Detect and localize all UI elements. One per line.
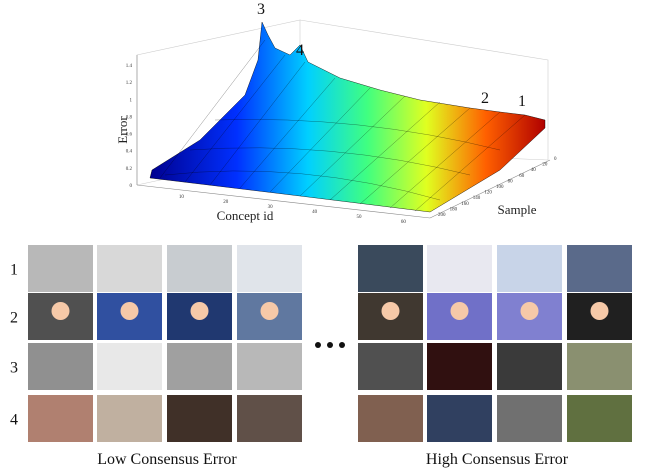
thumbnail (97, 343, 162, 390)
z-tick-label: 0.4 (126, 150, 133, 155)
y-tick-label: 80 (508, 179, 513, 184)
thumbnail (567, 245, 632, 292)
thumbnail (167, 343, 232, 390)
x-tick-label: 30 (268, 205, 274, 210)
thumbnail (167, 245, 232, 292)
peak-label: 1 (518, 93, 526, 110)
peak-label: 4 (296, 42, 304, 59)
x-tick-label: 20 (223, 200, 229, 205)
face-mask (121, 302, 139, 320)
thumbnail (427, 343, 492, 390)
z-tick-label: 1.4 (126, 64, 133, 69)
thumbnail (97, 245, 162, 292)
x-tick-label: 40 (312, 210, 318, 215)
row-label: 1 (10, 262, 18, 279)
thumbnail (97, 395, 162, 442)
figure: 3 4 2 1 Error Concept id Sample 00.20.40… (0, 0, 645, 471)
z-tick-label: 0.6 (126, 133, 133, 138)
z-tick-label: 0 (130, 184, 133, 189)
peak-label: 3 (257, 1, 265, 18)
row-label: 3 (10, 360, 18, 377)
row-label: 4 (10, 412, 18, 429)
thumbnail (567, 343, 632, 390)
y-axis-label: Sample (498, 202, 537, 217)
y-tick-label: 20 (542, 163, 548, 168)
x-tick-label: 60 (401, 220, 407, 225)
ellipsis (315, 342, 345, 348)
caption: Low Consensus Error (97, 451, 237, 468)
face-mask (521, 302, 539, 320)
thumbnail (497, 245, 562, 292)
thumbnail (497, 343, 562, 390)
face-mask (191, 302, 209, 320)
z-tick-label: 1.2 (126, 81, 133, 86)
face-mask (591, 302, 609, 320)
peak-label: 2 (481, 90, 489, 107)
surface (150, 22, 545, 212)
y-tick-label: 180 (450, 207, 458, 212)
thumbnail (358, 395, 423, 442)
thumbnail (167, 395, 232, 442)
y-tick-label: 60 (519, 174, 525, 179)
face-mask (52, 302, 70, 320)
thumbnail (567, 395, 632, 442)
y-tick-label: 40 (531, 168, 537, 173)
thumbnail (28, 245, 93, 292)
y-tick-label: 160 (461, 202, 469, 207)
x-tick-label: 10 (179, 195, 185, 200)
thumbnail (427, 245, 492, 292)
thumbnail (358, 245, 423, 292)
y-tick-label: 0 (554, 157, 557, 162)
thumbnail (237, 245, 302, 292)
thumbnail (28, 395, 93, 442)
thumbnail (237, 343, 302, 390)
page: 3 4 2 1 Error Concept id Sample 00.20.40… (0, 0, 645, 471)
caption: High Consensus Error (426, 451, 569, 468)
thumbnail (28, 343, 93, 390)
face-mask (261, 302, 279, 320)
thumbnail (427, 395, 492, 442)
y-tick-label: 100 (496, 185, 504, 190)
y-tick-label: 120 (484, 191, 492, 196)
thumbnail (358, 343, 423, 390)
z-tick-label: 0.2 (126, 167, 133, 172)
row-label: 2 (10, 310, 18, 327)
thumbnail (237, 395, 302, 442)
face-mask (451, 302, 469, 320)
image-grid: 1 2 3 4 (10, 245, 632, 442)
x-axis-label: Concept id (217, 208, 274, 223)
thumbnail (497, 395, 562, 442)
z-tick-label: 1 (130, 98, 133, 103)
face-mask (382, 302, 400, 320)
x-tick-label: 50 (356, 215, 362, 220)
z-tick-label: 0.8 (126, 115, 133, 120)
y-tick-label: 200 (438, 213, 446, 218)
y-tick-label: 140 (473, 196, 481, 201)
